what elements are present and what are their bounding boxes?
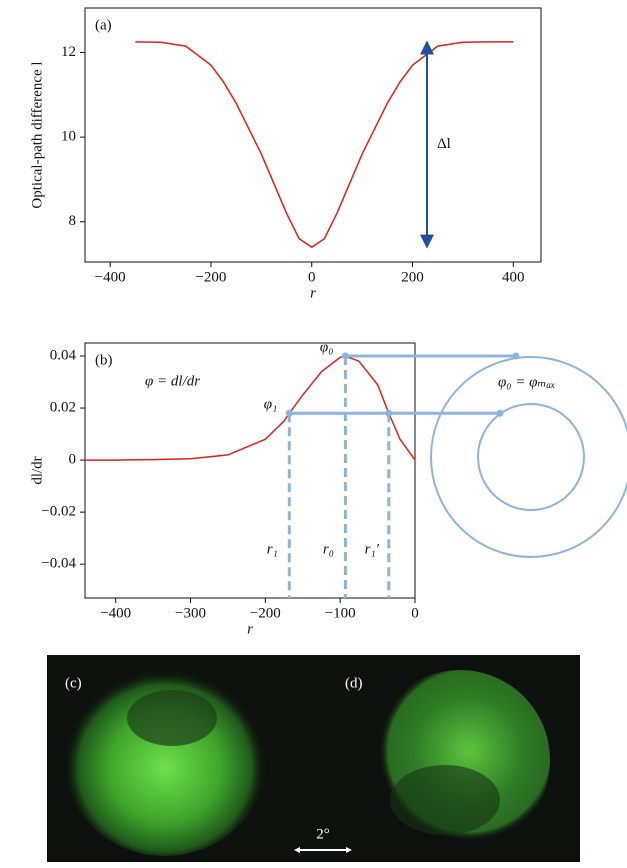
outer-ring xyxy=(430,356,627,558)
y-axis-label: Optical-path difference l xyxy=(29,61,45,208)
scale-bar-label: 2° xyxy=(316,826,330,842)
x-tick-label: −200 xyxy=(250,605,281,621)
x-tick-label: −100 xyxy=(325,605,356,621)
x-tick-label: 0 xyxy=(411,605,419,621)
x-tick-label: 200 xyxy=(401,269,424,285)
photo-panel: (c) (d) 2° xyxy=(47,655,580,862)
y-tick-label: −0.04 xyxy=(41,556,76,572)
y-tick-label: −0.02 xyxy=(41,504,76,520)
panel-label: (b) xyxy=(95,352,113,368)
x-tick-label: 0 xyxy=(308,269,316,285)
x-tick-label: −400 xyxy=(95,269,126,285)
guide-point xyxy=(385,409,393,417)
y-axis-label: dl/dr xyxy=(29,456,45,484)
y-tick-label: 0 xyxy=(69,452,77,468)
guide-x-label: r₀ xyxy=(323,541,334,557)
panel-label: (a) xyxy=(95,17,112,33)
data-line xyxy=(135,41,514,249)
equation: φ = dl/dr xyxy=(145,373,200,389)
data-line xyxy=(85,355,416,461)
inner-ring xyxy=(477,403,585,511)
panel-label: (c) xyxy=(65,675,82,691)
x-tick-label: −300 xyxy=(175,605,206,621)
interference-pattern xyxy=(63,660,267,856)
plot-frame xyxy=(84,7,542,263)
y-tick-label: 0.04 xyxy=(50,347,77,363)
guide-y-label: φ₀ xyxy=(320,339,334,355)
x-tick-label: 400 xyxy=(502,269,525,285)
guide-y-label: φ₁ xyxy=(264,397,278,413)
y-tick-label: 0.02 xyxy=(50,399,76,415)
ring-label: φ₀ = φₘₐₓ xyxy=(498,374,555,390)
y-tick-label: 12 xyxy=(61,44,76,60)
pattern-center xyxy=(127,690,217,746)
pattern-shadow xyxy=(390,765,500,835)
guide-x-label: r₁ xyxy=(267,541,278,557)
x-axis-label: r xyxy=(310,285,316,301)
y-tick-label: 10 xyxy=(61,129,76,145)
panel-label: (d) xyxy=(345,675,363,691)
x-axis-label: r xyxy=(247,621,253,637)
guide-x-label: r₁′ xyxy=(365,541,380,557)
plot-frame xyxy=(84,342,416,599)
annotation: Δl xyxy=(437,136,451,152)
x-tick-label: −200 xyxy=(195,269,226,285)
y-tick-label: 8 xyxy=(69,213,77,229)
x-tick-label: −400 xyxy=(100,605,131,621)
ring-point xyxy=(496,409,504,417)
ring-point xyxy=(512,352,520,360)
scale-bar-ends xyxy=(294,847,352,853)
